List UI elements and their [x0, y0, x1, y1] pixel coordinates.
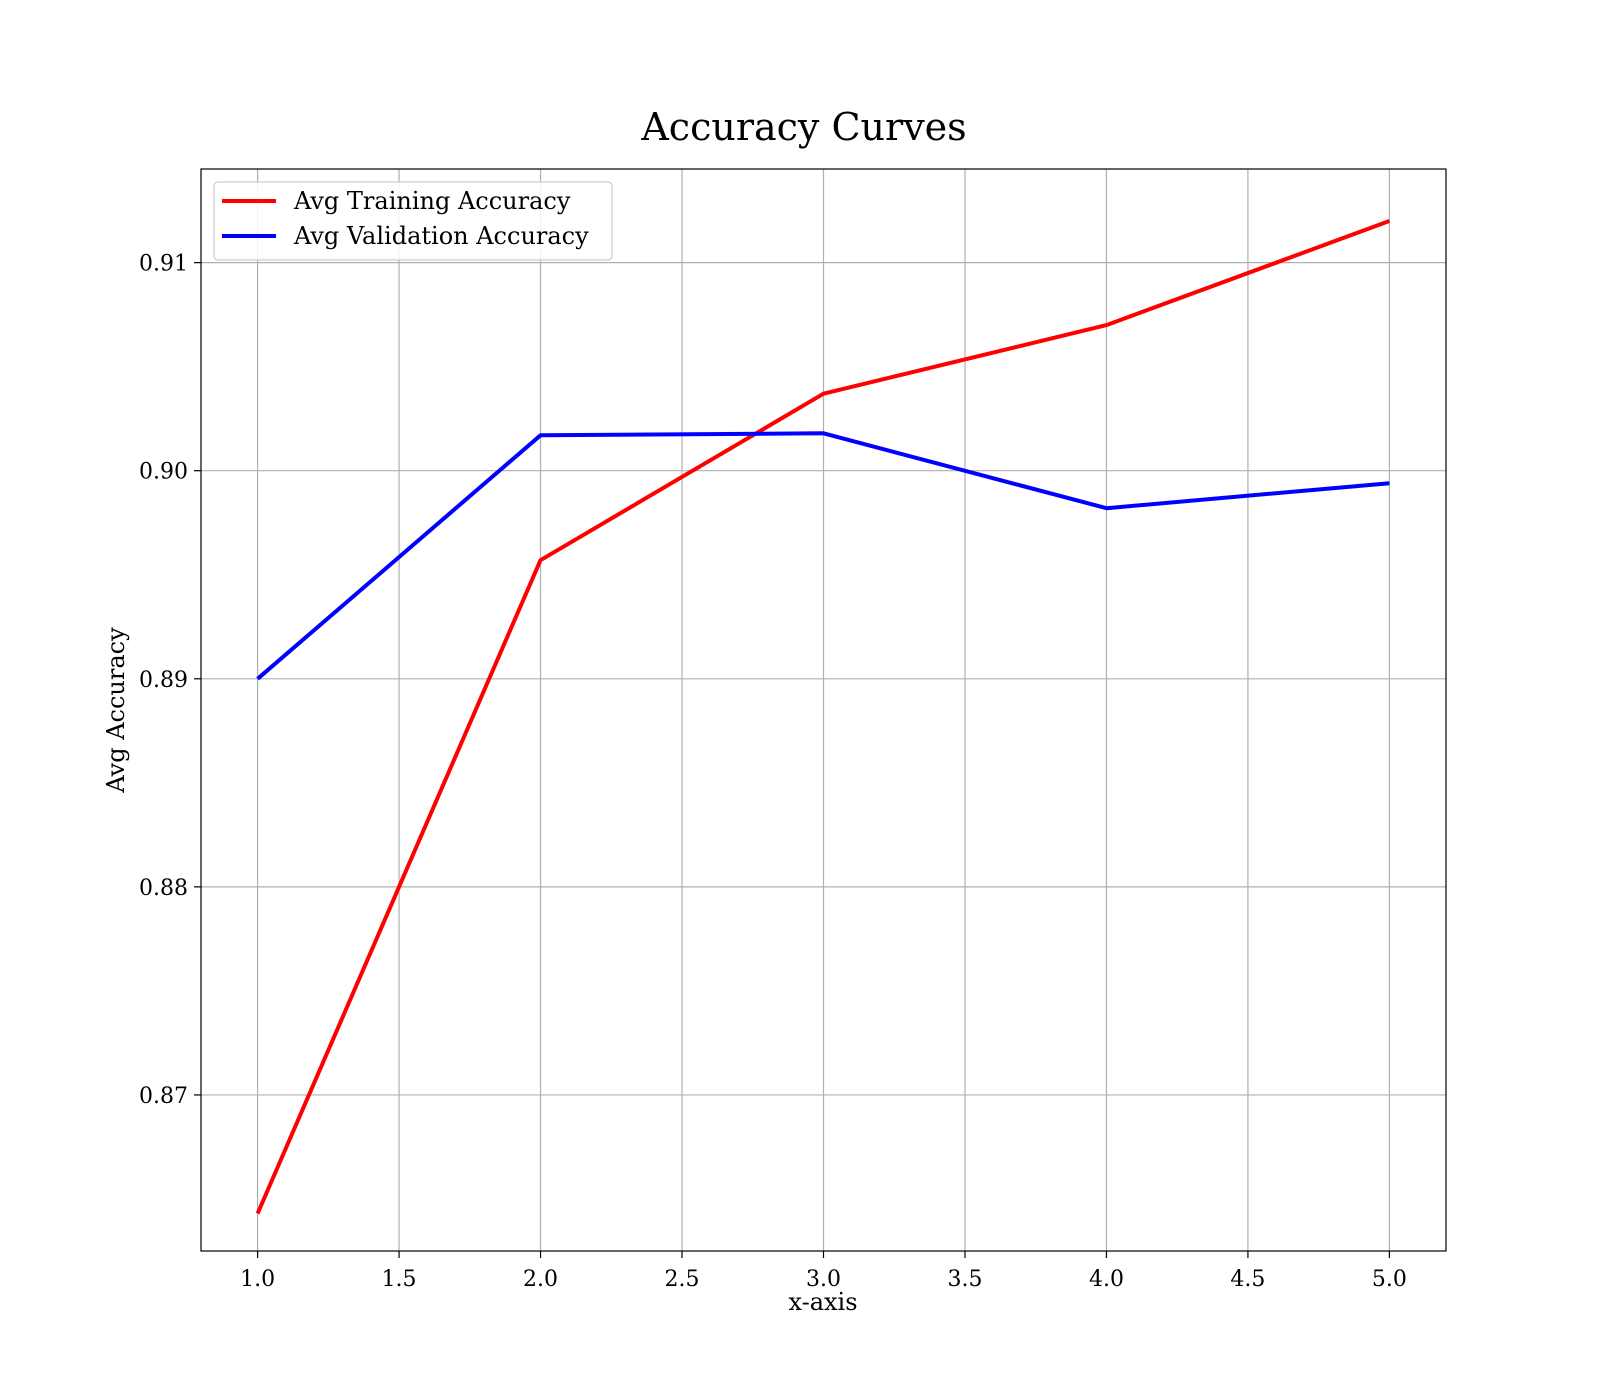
x-tick-label: 3.0: [806, 1267, 841, 1292]
legend-label-validation: Avg Validation Accuracy: [293, 222, 589, 250]
legend-label-training: Avg Training Accuracy: [293, 187, 571, 215]
y-tick-label: 0.89: [139, 668, 188, 693]
y-axis-label: Avg Accuracy: [102, 627, 130, 794]
grid: [201, 169, 1446, 1251]
x-tick-label: 5.0: [1372, 1267, 1407, 1292]
series: [255, 219, 1391, 1215]
training-accuracy-line: [255, 219, 1391, 1215]
x-axis-label: x-axis: [788, 1288, 857, 1316]
legend-box: [213, 181, 613, 261]
ticks: 1.0 1.5 2.0 2.5 3.0 3.5 4.0 4.5 5.0 0.87 0.88 0.89 0…: [139, 252, 1407, 1292]
y-tick-label: 0.87: [139, 1084, 188, 1109]
x-tick-label: 4.5: [1230, 1267, 1265, 1292]
plot-frame: [200, 168, 1447, 1252]
y-tick-label: 0.88: [139, 876, 188, 901]
y-tick-label: 0.91: [139, 252, 188, 277]
chart-title: Accuracy Curves: [640, 105, 966, 149]
x-tick-label: 1.5: [382, 1267, 417, 1292]
x-tick-label: 3.5: [947, 1267, 982, 1292]
y-tick-label: 0.90: [139, 460, 188, 485]
x-tick-label: 1.0: [240, 1267, 275, 1292]
x-tick-label: 4.0: [1089, 1267, 1124, 1292]
validation-accuracy-line: [256, 431, 1390, 681]
x-tick-label: 2.5: [665, 1267, 700, 1292]
x-tick-label: 2.0: [523, 1267, 558, 1292]
legend: Avg Training Accuracy Avg Validation Acc…: [213, 181, 613, 261]
